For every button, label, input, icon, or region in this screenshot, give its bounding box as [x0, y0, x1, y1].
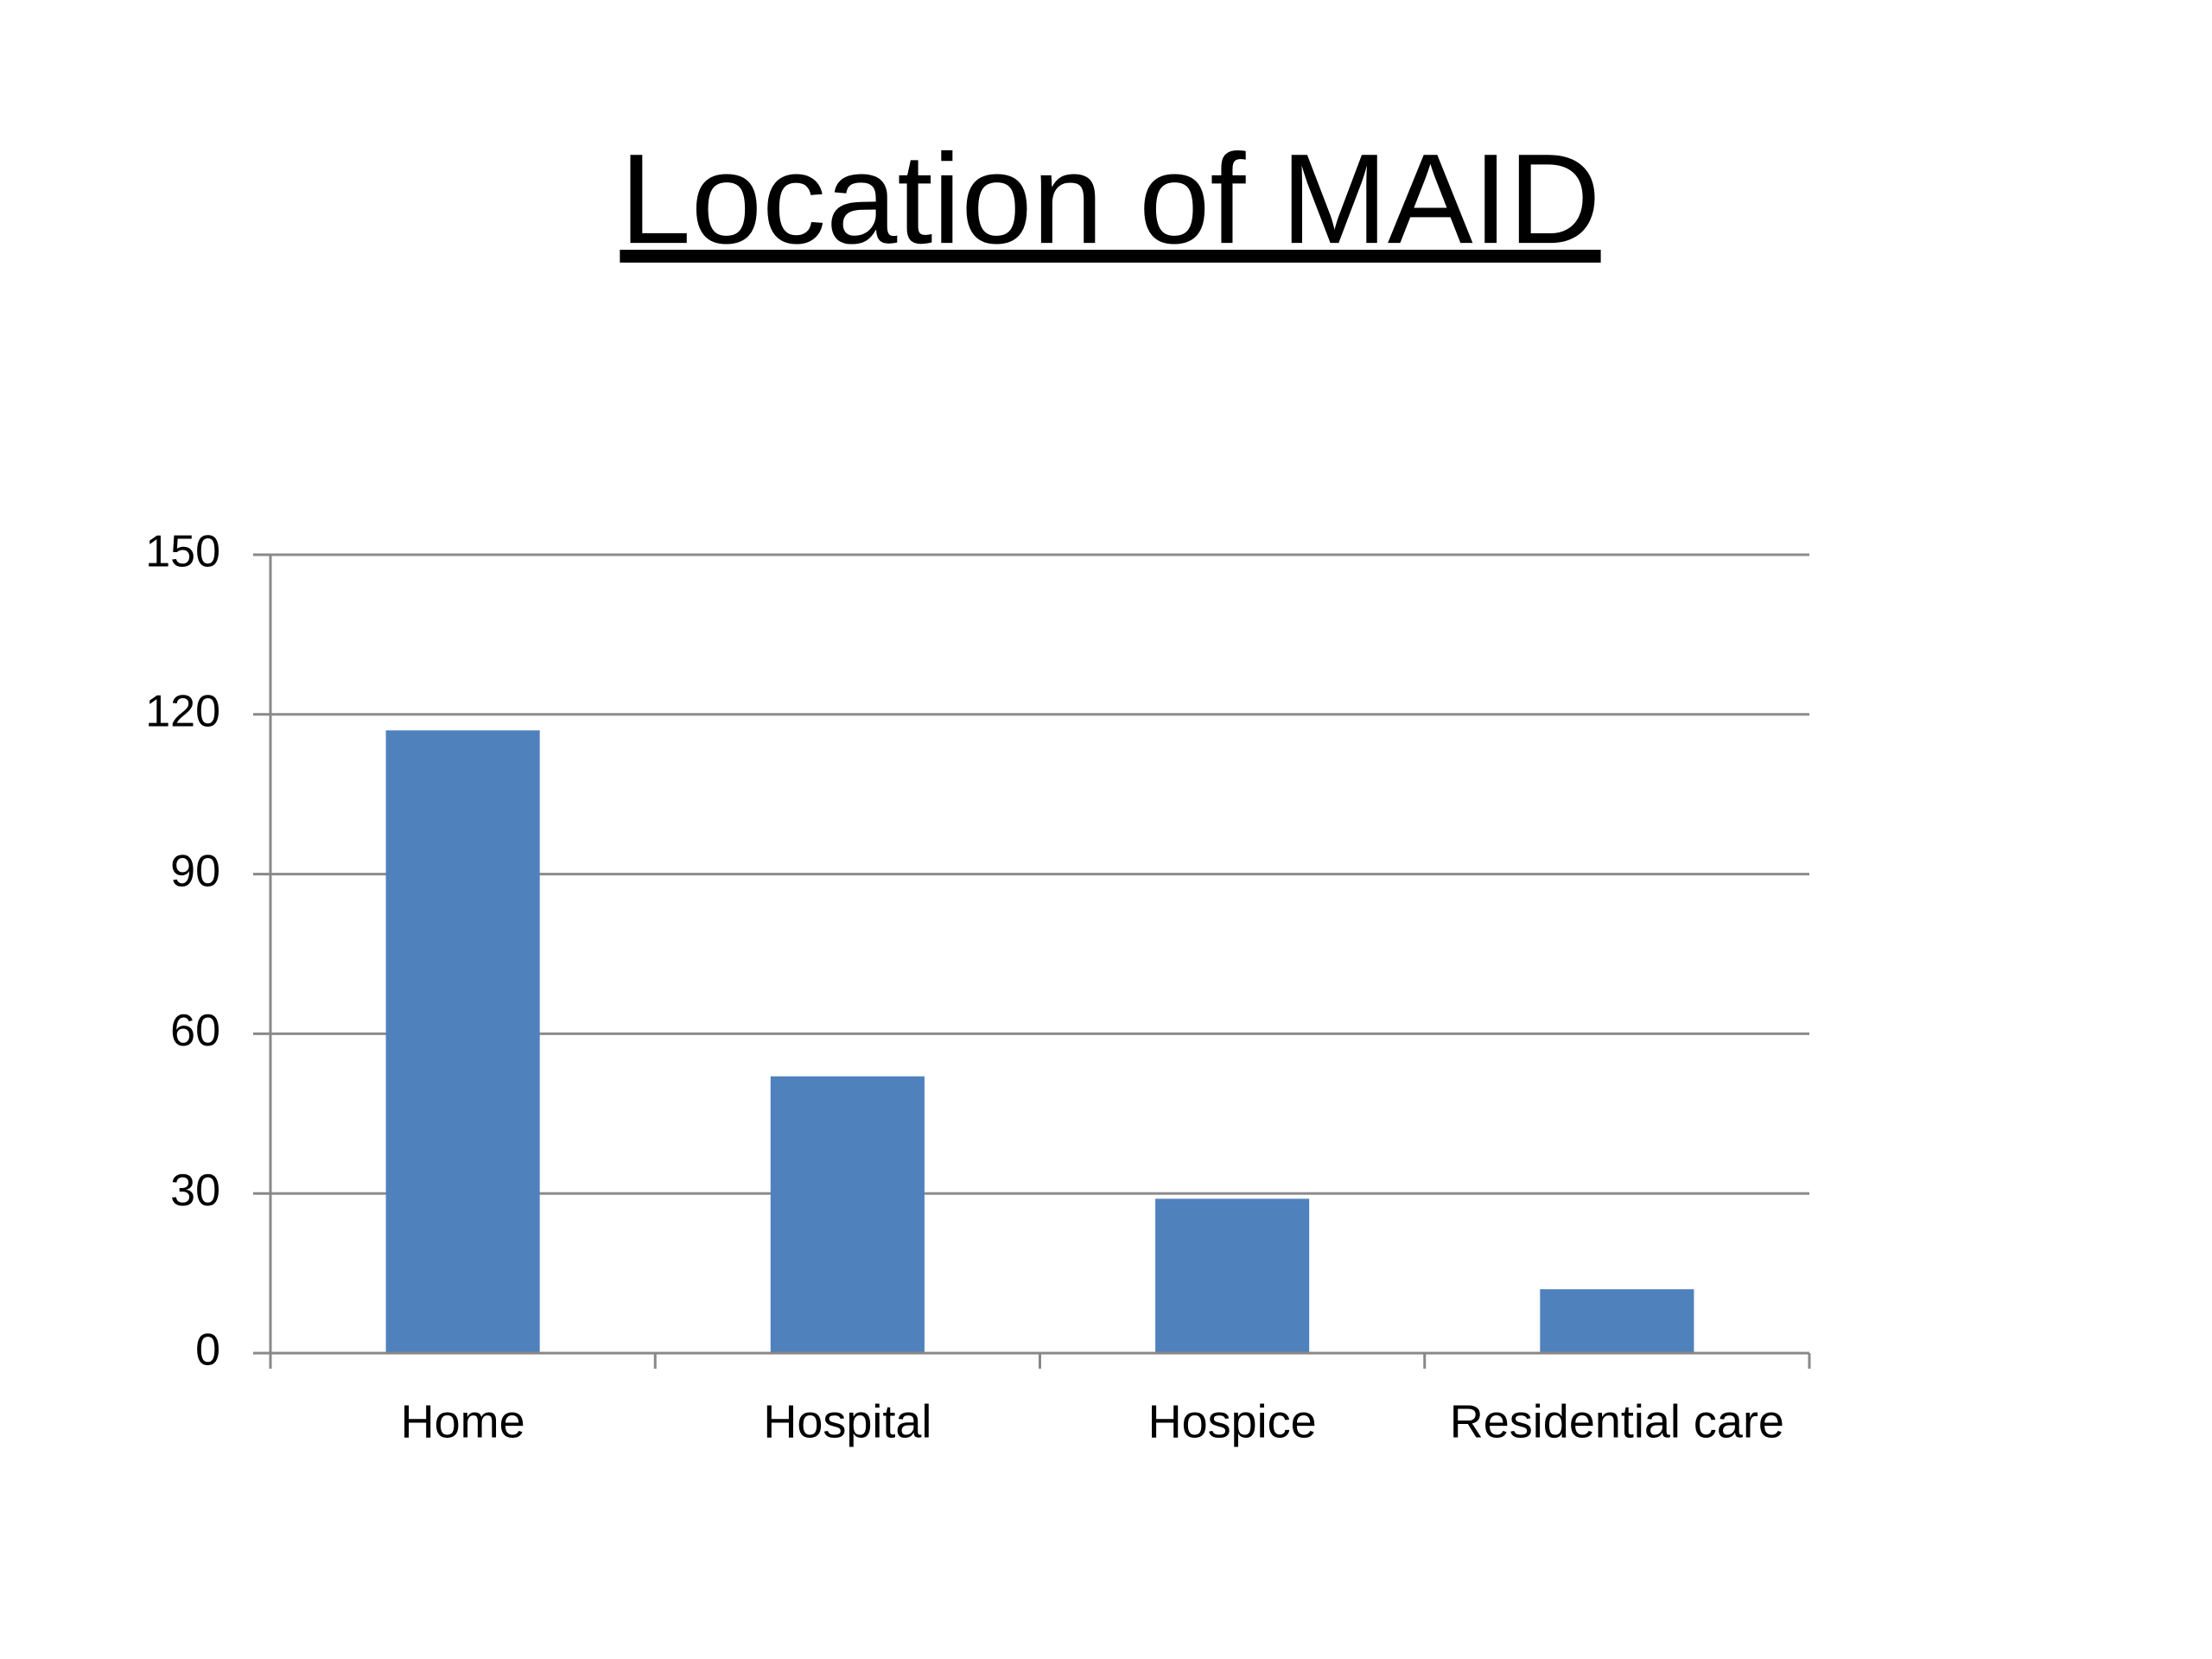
y-tick-label: 150	[145, 527, 220, 577]
y-tick-label: 30	[170, 1166, 220, 1216]
bar	[385, 730, 540, 1353]
bar	[770, 1076, 925, 1353]
y-tick-label: 90	[170, 846, 220, 896]
bar	[1155, 1198, 1310, 1353]
y-tick-label: 60	[170, 1006, 220, 1056]
x-tick-label: Home	[401, 1395, 525, 1447]
x-tick-label: Residential care	[1450, 1395, 1784, 1447]
chart-title: Location of MAID	[620, 128, 1600, 270]
bar	[1540, 1289, 1694, 1353]
x-tick-label: Hospice	[1148, 1395, 1317, 1447]
x-tick-label: Hospital	[763, 1395, 931, 1447]
y-tick-label: 0	[195, 1325, 220, 1376]
y-tick-label: 120	[145, 687, 220, 737]
